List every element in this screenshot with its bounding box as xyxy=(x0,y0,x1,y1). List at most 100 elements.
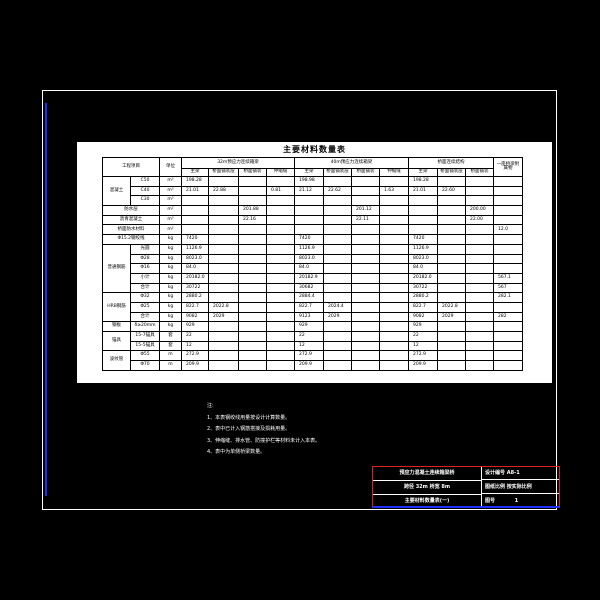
row-sub-label: Φ32 xyxy=(130,292,160,303)
cell-value xyxy=(181,205,209,216)
cell-value: 2029 xyxy=(208,311,239,323)
cell-value: 8023.0 xyxy=(408,253,438,265)
cell-value xyxy=(351,282,380,294)
cell-value: 2880.2 xyxy=(181,292,209,303)
note-item: 4、表中为单侧桥梁数量。 xyxy=(207,449,266,455)
cell-value: 22 xyxy=(408,331,438,342)
header-sub-sub1: 伸缩缝 xyxy=(266,168,295,177)
header-sub-sub1: 桥面铺装层 xyxy=(208,168,239,177)
cell-value: 12.0 xyxy=(493,224,523,236)
row-sub-label: 小计 xyxy=(130,272,160,284)
cell-value: 198.28 xyxy=(408,176,438,187)
cell-value xyxy=(465,350,494,362)
cell-value xyxy=(323,272,352,284)
cell-value: 209.9 xyxy=(181,360,209,371)
cell-value xyxy=(493,331,523,342)
cell-value xyxy=(181,224,209,236)
table-row: 沥青混凝土 m³ 22.16 22.11 22.00 xyxy=(102,214,523,226)
cell-value: 822.7 xyxy=(294,301,324,313)
cell-value xyxy=(408,214,438,226)
cell-value: 2884.4 xyxy=(294,292,324,303)
cell-value xyxy=(238,321,267,332)
table-row: 防水层 m² 201.88 201.12 200.00 xyxy=(102,205,523,216)
cell-value xyxy=(323,195,352,207)
cell-value xyxy=(266,234,295,245)
frame-blue-line xyxy=(45,103,47,496)
header-group-2: 40m预应力连续箱梁 xyxy=(294,157,409,169)
cell-value xyxy=(437,292,466,303)
cell-value xyxy=(493,263,523,274)
cell-value xyxy=(208,176,239,187)
cell-value: 2029 xyxy=(437,311,466,323)
cell-value xyxy=(379,360,409,371)
cell-value xyxy=(266,272,295,284)
row-sub-label: C30 xyxy=(130,195,160,207)
cell-value xyxy=(351,350,380,362)
cell-value: 30722 xyxy=(408,282,438,294)
cell-value xyxy=(351,176,380,187)
table-row: 合计 kg 9082 2029 9123 2029 9082 2029 282 xyxy=(103,311,523,323)
table-row: 合计 kg 30722 30682 30722 567 xyxy=(103,282,523,294)
cell-value: 7420 xyxy=(181,234,209,245)
row-unit: m xyxy=(159,360,182,371)
cell-value: 22.88 xyxy=(208,185,239,197)
cell-value xyxy=(294,224,324,236)
row-label: 桥面防水材料 xyxy=(102,224,160,236)
cell-value xyxy=(294,214,324,226)
row-unit: m³ xyxy=(159,176,182,187)
cell-value xyxy=(238,224,267,236)
cell-value xyxy=(208,350,239,362)
cell-value: 209.9 xyxy=(294,360,324,371)
cell-value: 822.7 xyxy=(181,301,209,313)
cell-value xyxy=(266,224,295,236)
table-row: HRB钢筋 Φ32 kg 2880.2 2884.4 2880.2 282.1 xyxy=(102,292,523,323)
header-sub-sub1: 桥面铺装 xyxy=(238,168,267,177)
cell-value xyxy=(437,331,466,342)
cell-value xyxy=(351,224,380,236)
header-sub-sub2: 伸缩缝 xyxy=(379,168,409,177)
cell-value xyxy=(351,243,380,255)
cell-value xyxy=(208,205,239,216)
cell-value xyxy=(465,263,494,274)
cell-value xyxy=(351,301,380,313)
header-sub-sub2: 主梁 xyxy=(294,168,324,177)
cell-value xyxy=(323,350,352,362)
materials-table: 工程项目 单位 32m预应力连续箱梁 40m预应力连续箱梁 桥面连续结构 一座桥… xyxy=(102,157,523,371)
cell-value xyxy=(493,360,523,371)
row-unit: kg xyxy=(159,282,182,294)
cell-value: 22.11 xyxy=(351,214,380,226)
cell-value xyxy=(323,331,352,342)
table-row: 普通钢筋 光圆 kg 1126.9 1126.9 1126.9 xyxy=(102,243,523,294)
cell-value: 209.9 xyxy=(408,360,438,371)
row-label: 沥青混凝土 xyxy=(102,214,160,226)
cell-value xyxy=(379,205,409,216)
header-sub-sub1: 主梁 xyxy=(181,168,209,177)
drawing-frame xyxy=(42,90,557,510)
cell-value xyxy=(238,176,267,187)
cell-value xyxy=(493,321,523,332)
cell-value xyxy=(208,234,239,245)
cell-value xyxy=(493,234,523,245)
table-row: Φ28 kg 8023.0 8023.0 8023.0 xyxy=(103,253,523,265)
cell-value: 1126.9 xyxy=(181,243,209,255)
cell-value xyxy=(465,311,494,323)
cell-value: 2024.4 xyxy=(323,301,352,313)
cell-value xyxy=(208,321,239,332)
row-group-label: 锚具 xyxy=(102,330,131,352)
cell-value xyxy=(408,195,438,207)
row-unit: m³ xyxy=(159,214,182,226)
title-block-span: 跨径 32m 桥宽 8m xyxy=(373,481,481,495)
cell-value: 1.63 xyxy=(379,185,409,197)
cell-value: 30722 xyxy=(181,282,209,294)
cell-value xyxy=(351,195,380,207)
cell-value xyxy=(493,243,523,255)
row-sub-label: 合计 xyxy=(130,311,160,323)
cell-value xyxy=(493,205,523,216)
row-unit: m xyxy=(159,350,182,362)
cell-value: 1126.9 xyxy=(294,243,324,255)
header-project: 工程项目 xyxy=(102,157,160,177)
cell-value xyxy=(351,360,380,371)
cell-value xyxy=(238,234,267,245)
cell-value xyxy=(238,253,267,265)
title-block: 预应力混凝土连续箱梁桥 跨径 32m 桥宽 8m 主要材料数量表(一) 设计编号… xyxy=(372,466,560,508)
